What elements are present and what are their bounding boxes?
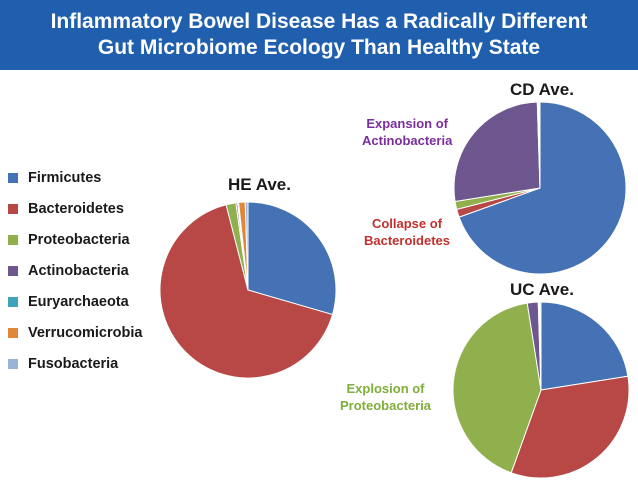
legend-item-firmicutes: Firmicutes: [8, 162, 142, 193]
legend-item-fusobacteria: Fusobacteria: [8, 348, 142, 379]
legend-label-fusobacteria: Fusobacteria: [28, 355, 119, 372]
slice-cd-actinobacteria: [453, 101, 541, 203]
slice-cd-firmicutes: [458, 101, 627, 275]
legend-item-verrucomicrobia: Verrucomicrobia: [8, 317, 142, 348]
legend-label-euryarchaeota: Euryarchaeota: [28, 293, 129, 310]
legend-label-actinobacteria: Actinobacteria: [28, 262, 129, 279]
legend-swatch-firmicutes: [8, 172, 18, 183]
legend-label-firmicutes: Firmicutes: [28, 169, 102, 186]
annotation-bacteroidetes-line-1: Collapse of: [371, 216, 443, 231]
legend-label-verrucomicrobia: Verrucomicrobia: [28, 324, 143, 341]
legend-label-bacteroidetes: Bacteroidetes: [28, 200, 124, 217]
annotation-actinobacteria-line-1: Expansion of: [366, 116, 448, 131]
title-bar: Inflammatory Bowel Disease Has a Radical…: [0, 0, 638, 70]
annotation-actinobacteria-line-2: Actinobacteria: [362, 133, 453, 148]
annotation-proteobacteria-line-2: Proteobacteria: [340, 398, 432, 413]
slice-he-fusobacteria: [244, 201, 249, 291]
pie-cd-ave: [453, 101, 627, 275]
chart-title-cd: CD Ave.: [510, 80, 574, 99]
legend-swatch-bacteroidetes: [8, 203, 18, 214]
chart-title-uc: UC Ave.: [510, 280, 574, 299]
legend-swatch-fusobacteria: [8, 358, 18, 369]
pie-uc-ave: [452, 301, 630, 479]
annotation-proteobacteria: Explosion of Proteobacteria: [340, 380, 431, 414]
slice-cd-fusobacteria: [538, 101, 541, 189]
legend-item-euryarchaeota: Euryarchaeota: [8, 286, 142, 317]
annotation-bacteroidetes: Collapse of Bacteroidetes: [364, 215, 450, 249]
legend-swatch-verrucomicrobia: [8, 327, 18, 338]
slice-uc-firmicutes: [540, 301, 629, 391]
slice-uc-proteobacteria: [452, 302, 542, 474]
pie-he-ave: [159, 201, 337, 379]
chart-title-he: HE Ave.: [228, 175, 291, 194]
slice-he-bacteroidetes: [159, 204, 334, 379]
slice-uc-bacteroidetes: [510, 375, 630, 479]
annotation-actinobacteria: Expansion of Actinobacteria: [362, 115, 452, 149]
legend-swatch-proteobacteria: [8, 234, 18, 245]
annotation-proteobacteria-line-1: Explosion of: [346, 381, 425, 396]
slice-uc-fusobacteria: [539, 301, 542, 391]
legend-label-proteobacteria: Proteobacteria: [28, 231, 130, 248]
legend-item-bacteroidetes: Bacteroidetes: [8, 193, 142, 224]
legend-item-actinobacteria: Actinobacteria: [8, 255, 142, 286]
page-title-line-1: Inflammatory Bowel Disease Has a Radical…: [50, 10, 588, 33]
legend: Firmicutes Bacteroidetes Proteobacteria …: [8, 162, 142, 379]
legend-swatch-actinobacteria: [8, 265, 18, 276]
legend-swatch-euryarchaeota: [8, 296, 18, 307]
legend-item-proteobacteria: Proteobacteria: [8, 224, 142, 255]
slice-he-firmicutes: [247, 201, 337, 316]
annotation-bacteroidetes-line-2: Bacteroidetes: [364, 233, 450, 248]
page-title-line-2: Gut Microbiome Ecology Than Healthy Stat…: [97, 36, 541, 59]
